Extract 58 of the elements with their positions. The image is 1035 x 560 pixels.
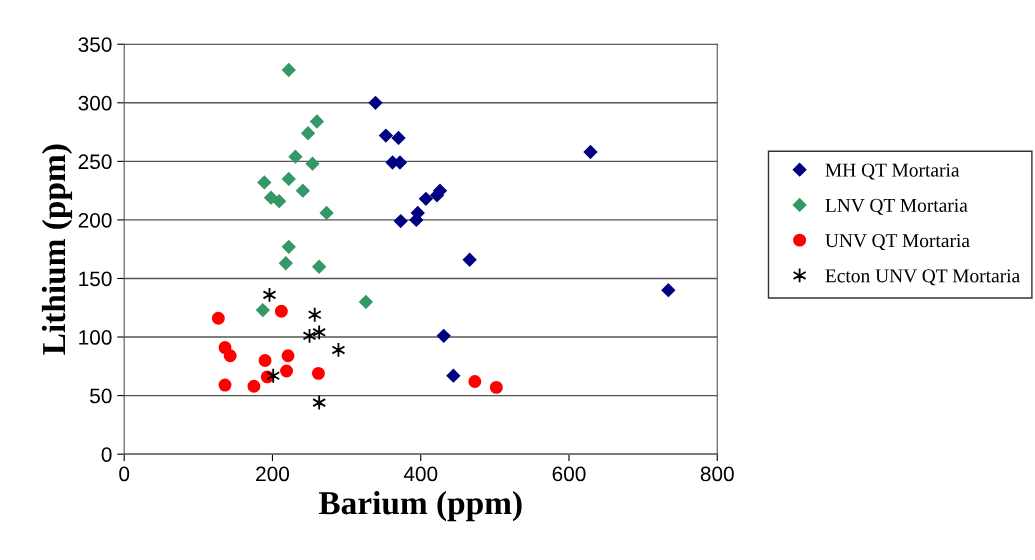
point [256,303,270,317]
point [274,304,288,318]
point [311,366,325,380]
point [272,194,286,208]
point [307,306,322,323]
y-tick-label: 0 [101,447,112,462]
point [281,63,296,77]
legend-label: UNV QT Mortaria [825,234,970,251]
point [489,380,503,394]
point [391,131,406,145]
y-axis-title: Lithium (ppm) [41,144,73,355]
point [359,295,373,309]
x-axis-title: Barium (ppm) [318,490,522,522]
point [281,240,296,254]
point [319,206,334,220]
x-tick-label: 200 [256,466,290,482]
point [218,378,232,392]
point [223,349,237,363]
point [312,259,326,274]
x-tick-label: 400 [403,466,438,482]
point [468,375,482,389]
y-tick-label: 100 [79,330,112,345]
y-tick-label: 150 [79,271,112,287]
point [258,354,272,367]
legend-label: MH QT Mortaria [825,163,960,180]
x-tick-label: 0 [119,466,130,482]
point [410,206,425,220]
point [280,364,294,378]
legend-label: Ecton UNV QT Mortaria [825,269,1020,286]
point [281,349,295,363]
point [305,156,320,171]
point [462,252,477,267]
y-tick-label: 300 [78,95,112,111]
point [310,114,324,129]
point [301,126,315,141]
x-tick-label: 600 [552,466,586,482]
point [436,329,451,343]
point [288,149,303,164]
point [312,394,327,411]
point [296,183,310,198]
point [379,128,393,143]
legend-label: LNV QT Mortaria [825,198,968,215]
point [446,368,461,383]
point [368,96,383,110]
point [279,256,293,271]
point [257,175,272,190]
point [661,283,676,297]
point [211,311,225,325]
x-tick-label: 800 [700,466,734,482]
y-tick-label: 250 [78,154,112,170]
y-tick-label: 200 [78,212,112,228]
y-tick-label: 50 [90,388,112,404]
point [419,192,433,206]
point [583,145,598,159]
point [393,214,408,228]
point [281,172,296,186]
y-tick-label: 350 [78,37,112,52]
point [247,379,261,393]
